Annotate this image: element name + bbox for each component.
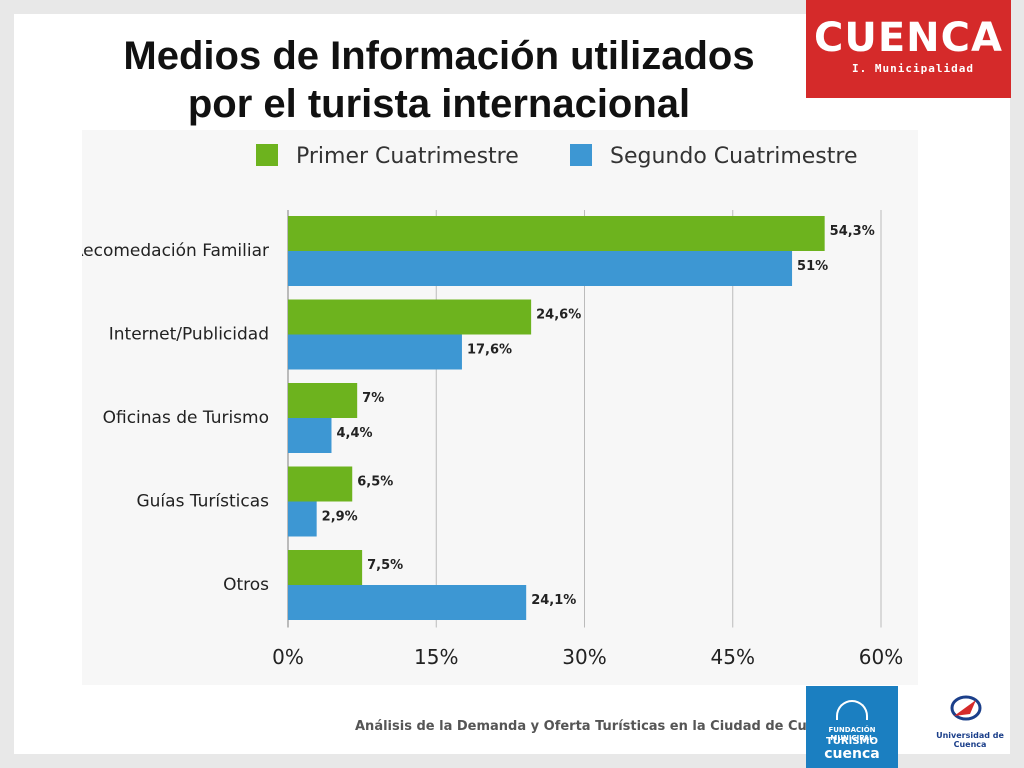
data-label: 24,1%: [531, 593, 576, 608]
x-tick-label: 45%: [711, 645, 755, 669]
bar-segundo: [288, 334, 462, 370]
data-label: 7,5%: [367, 558, 403, 573]
turismo-logo-city: cuenca: [824, 746, 880, 762]
bar-primer: [288, 383, 358, 418]
x-tick-label: 30%: [562, 645, 606, 669]
x-tick-label: 15%: [414, 645, 458, 669]
data-label: 17,6%: [467, 343, 512, 358]
legend-swatch-1: [256, 144, 278, 166]
legend-swatch-2: [570, 144, 592, 166]
bar-segundo: [288, 251, 793, 286]
x-tick-label: 0%: [272, 645, 304, 669]
category-label: Internet/Publicidad: [109, 325, 269, 345]
fundacion-turismo-logo: FUNDACIÓN MUNICIPAL TURISMO cuenca: [806, 686, 898, 768]
data-label: 51%: [797, 259, 828, 274]
bar-segundo: [288, 585, 527, 620]
category-label: Recomedación Familiar: [82, 241, 269, 261]
data-label: 4,4%: [336, 426, 372, 441]
data-label: 7%: [362, 391, 384, 406]
cuenca-logo-word: CUENCA: [814, 15, 1003, 61]
cuenca-logo-subtitle: I. Municipalidad: [852, 62, 974, 75]
data-label: 2,9%: [322, 510, 358, 525]
data-label: 6,5%: [357, 475, 393, 490]
data-label: 24,6%: [536, 308, 581, 323]
slide-title: Medios de Información utilizados por el …: [44, 32, 834, 128]
title-line-2: por el turista internacional: [187, 82, 691, 126]
title-line-1: Medios de Información utilizados: [123, 34, 755, 78]
x-tick-label: 60%: [859, 645, 903, 669]
turismo-logo-word: TURISMO: [825, 736, 879, 747]
bar-segundo: [288, 501, 317, 537]
turismo-logo-small-text: FUNDACIÓN MUNICIPAL: [828, 726, 876, 742]
category-label: Guías Turísticas: [136, 492, 269, 512]
bar-primer: [288, 299, 532, 335]
bar-chart: Primer Cuatrimestre Segundo Cuatrimestre 0…: [82, 144, 903, 669]
church-dome-icon: [836, 700, 868, 720]
cuenca-municipalidad-logo: CUENCA I. Municipalidad: [806, 0, 1011, 98]
category-label: Oficinas de Turismo: [103, 408, 269, 428]
bar-primer: [288, 466, 353, 502]
category-label: Otros: [223, 575, 269, 595]
universidad-de-cuenca-label: Universidad de Cuenca: [936, 731, 1004, 749]
footer-caption: Análisis de la Demanda y Oferta Turístic…: [355, 719, 842, 734]
data-label: 54,3%: [830, 224, 875, 239]
bar-primer: [288, 550, 363, 585]
legend-label-2: Segundo Cuatrimestre: [610, 144, 858, 169]
chart-panel: Primer Cuatrimestre Segundo Cuatrimestre 0…: [82, 130, 918, 685]
universidad-emblem-icon: [950, 695, 982, 721]
bar-primer: [288, 216, 825, 251]
legend-label-1: Primer Cuatrimestre: [296, 144, 519, 169]
bar-segundo: [288, 418, 332, 453]
